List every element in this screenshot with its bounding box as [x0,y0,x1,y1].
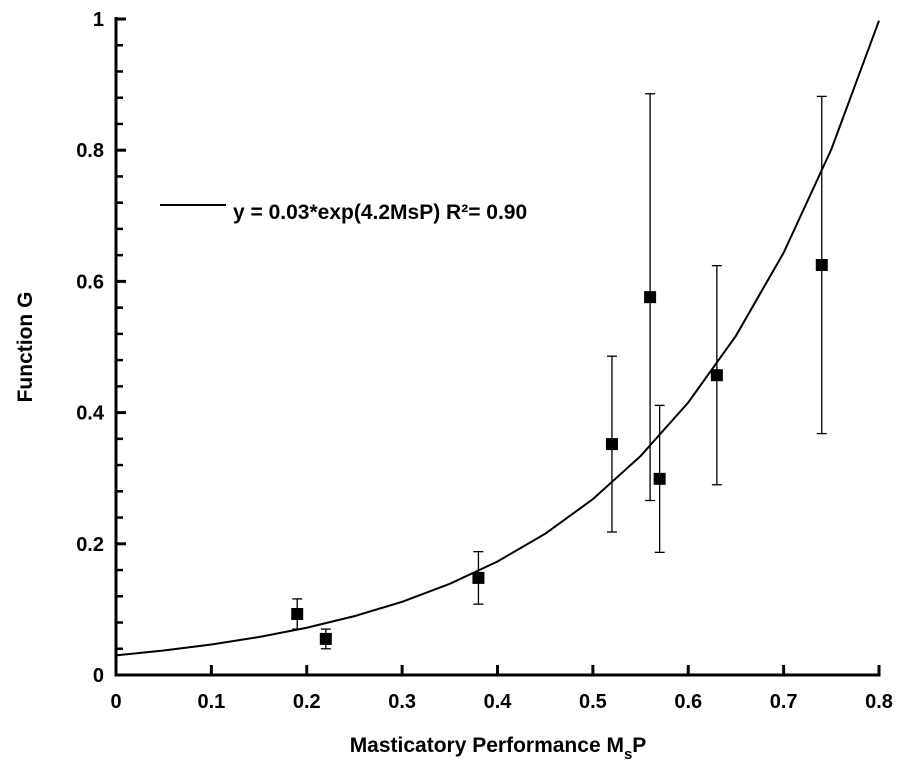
data-point [472,571,485,584]
x-axis-label: Masticatory Performance MsP [350,734,647,763]
data-point [815,259,828,271]
x-tick-label: 0.3 [388,691,416,713]
x-tick-label: 0 [110,691,121,713]
x-tick-label: 0.8 [865,691,893,713]
x-tick-label: 0.6 [674,691,702,713]
y-axis-label: Function G [14,292,37,403]
y-tick-label: 0.8 [76,140,104,162]
x-axis-label-sub: s [624,746,632,763]
x-tick-label: 0.5 [579,691,607,713]
data-point [653,472,666,485]
y-tick-label: 0.4 [76,403,105,425]
data-point [644,291,657,304]
data-point [710,369,723,382]
x-axis-label-part: Masticatory Performance M [350,734,624,757]
data-point [291,607,304,620]
data-point [319,632,332,645]
x-tick-label: 0.2 [293,691,321,713]
y-tick-label: 0.2 [76,534,104,556]
y-tick-label: 1 [93,9,104,31]
x-tick-label: 0.4 [484,691,513,713]
y-tick-label: 0 [93,665,104,687]
fit-curve [115,20,880,657]
x-tick-label: 0.1 [197,691,225,713]
y-tick-label: 0.6 [76,271,104,293]
x-axis-label-part: P [632,734,646,757]
data-point [605,438,618,451]
x-tick-label: 0.7 [770,691,798,713]
legend-label: y = 0.03*exp(4.2MsP) R²= 0.90 [233,201,527,224]
